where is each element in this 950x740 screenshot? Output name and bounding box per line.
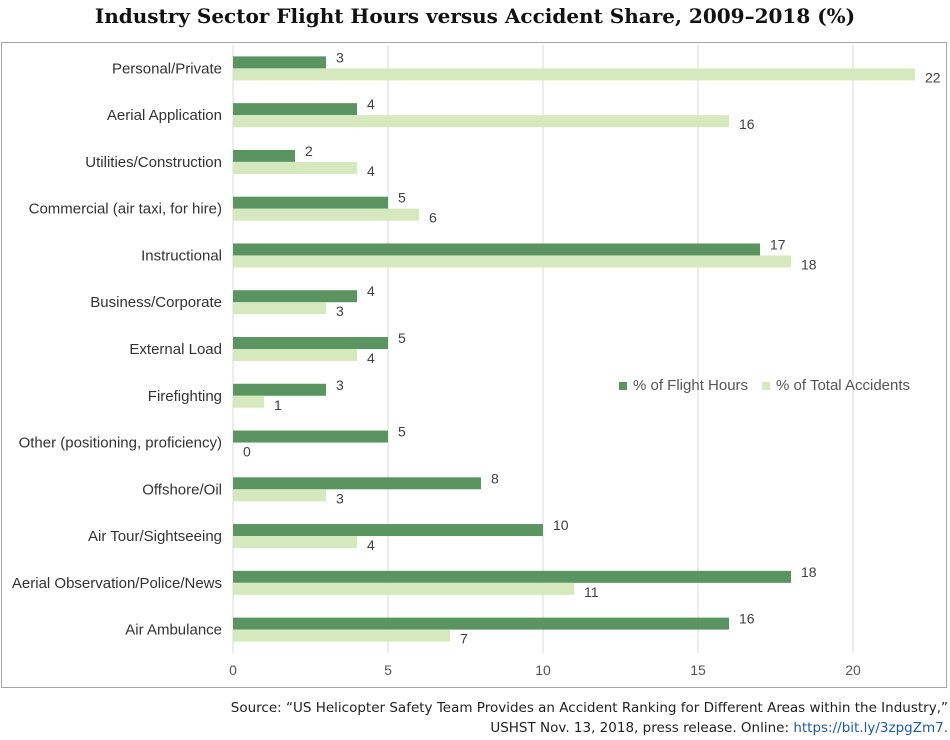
bar-flight-hours — [233, 290, 357, 303]
bar-total-accidents — [233, 536, 357, 549]
data-label: 5 — [398, 424, 406, 440]
data-label: 7 — [460, 631, 468, 647]
data-label: 4 — [367, 163, 375, 179]
data-label: 8 — [491, 470, 499, 486]
category-label: Instructional — [141, 247, 222, 264]
data-label: 10 — [553, 517, 569, 533]
data-label: 4 — [367, 96, 375, 112]
category-label: Other (positioning, proficiency) — [19, 435, 222, 452]
x-tick-label: 15 — [690, 662, 706, 678]
data-label: 4 — [367, 283, 375, 299]
data-label: 4 — [367, 350, 375, 366]
bar-flight-hours — [233, 430, 388, 443]
data-label: 3 — [336, 377, 344, 393]
bar-total-accidents — [233, 115, 729, 128]
bar-flight-hours — [233, 243, 760, 256]
legend-entry: % of Flight Hours — [633, 377, 748, 394]
bar-flight-hours — [233, 524, 543, 537]
x-tick-label: 5 — [384, 662, 392, 678]
bar-total-accidents — [233, 302, 326, 315]
category-label: Air Ambulance — [125, 622, 222, 639]
data-label: 3 — [336, 49, 344, 65]
bar-flight-hours — [233, 56, 326, 69]
category-label: External Load — [129, 341, 222, 358]
data-label: 4 — [367, 537, 375, 553]
data-label: 5 — [398, 190, 406, 206]
data-label: 6 — [429, 210, 437, 226]
category-label: Personal/Private — [112, 60, 222, 77]
category-label: Business/Corporate — [90, 294, 222, 311]
source-note: Source: “US Helicopter Safety Team Provi… — [231, 698, 948, 738]
bar-flight-hours — [233, 477, 481, 490]
bar-total-accidents — [233, 349, 357, 361]
bar-total-accidents — [233, 255, 791, 268]
category-label: Aerial Observation/Police/News — [12, 575, 222, 592]
source-line-2-text: USHST Nov. 13, 2018, press release. Onli… — [490, 720, 794, 736]
source-line-2: USHST Nov. 13, 2018, press release. Onli… — [231, 718, 948, 738]
bar-total-accidents — [233, 161, 357, 174]
bar-total-accidents — [233, 68, 915, 81]
bar-flight-hours — [233, 383, 326, 396]
data-label: 3 — [336, 303, 344, 319]
data-label: 17 — [770, 236, 786, 252]
chart-title: Industry Sector Flight Hours versus Acci… — [94, 4, 856, 28]
data-label: 2 — [305, 143, 313, 159]
legend-entry: % of Total Accidents — [776, 377, 910, 394]
data-label: 3 — [336, 490, 344, 506]
bar-flight-hours — [233, 337, 388, 349]
category-label: Offshore/Oil — [142, 481, 222, 498]
data-label: 0 — [243, 444, 251, 460]
category-label: Aerial Application — [107, 107, 222, 124]
legend-swatch — [619, 382, 627, 390]
bar-total-accidents — [233, 208, 419, 221]
x-tick-label: 0 — [229, 662, 237, 678]
bar-flight-hours — [233, 149, 295, 162]
legend-swatch — [762, 382, 771, 390]
bar-flight-hours — [233, 103, 357, 116]
data-label: 16 — [739, 611, 755, 627]
data-label: 11 — [584, 584, 599, 600]
bar-total-accidents — [233, 629, 450, 642]
data-label: 1 — [274, 397, 282, 413]
category-label: Air Tour/Sightseeing — [88, 528, 222, 545]
bar-total-accidents — [233, 395, 264, 408]
bar-flight-hours — [233, 570, 791, 583]
category-label: Utilities/Construction — [85, 154, 222, 171]
source-link[interactable]: https://bit.ly/3zpgZm7. — [793, 720, 948, 736]
data-label: 22 — [925, 69, 941, 85]
category-label: Commercial (air taxi, for hire) — [29, 201, 222, 218]
source-line-1: Source: “US Helicopter Safety Team Provi… — [230, 700, 948, 716]
data-label: 16 — [739, 116, 755, 132]
x-tick-label: 10 — [535, 662, 551, 678]
x-tick-label: 20 — [845, 662, 861, 678]
data-label: 5 — [398, 330, 406, 346]
data-label: 18 — [801, 564, 817, 580]
bar-total-accidents — [233, 489, 326, 502]
chart-area: 0 5 10 15 20 Personal/Private 3 22 Aerial Applic… — [1, 42, 947, 688]
category-label: Firefighting — [148, 388, 222, 405]
bar-total-accidents — [233, 582, 574, 595]
bar-flight-hours — [233, 196, 388, 209]
bar-flight-hours — [233, 617, 729, 630]
data-label: 18 — [801, 256, 817, 272]
